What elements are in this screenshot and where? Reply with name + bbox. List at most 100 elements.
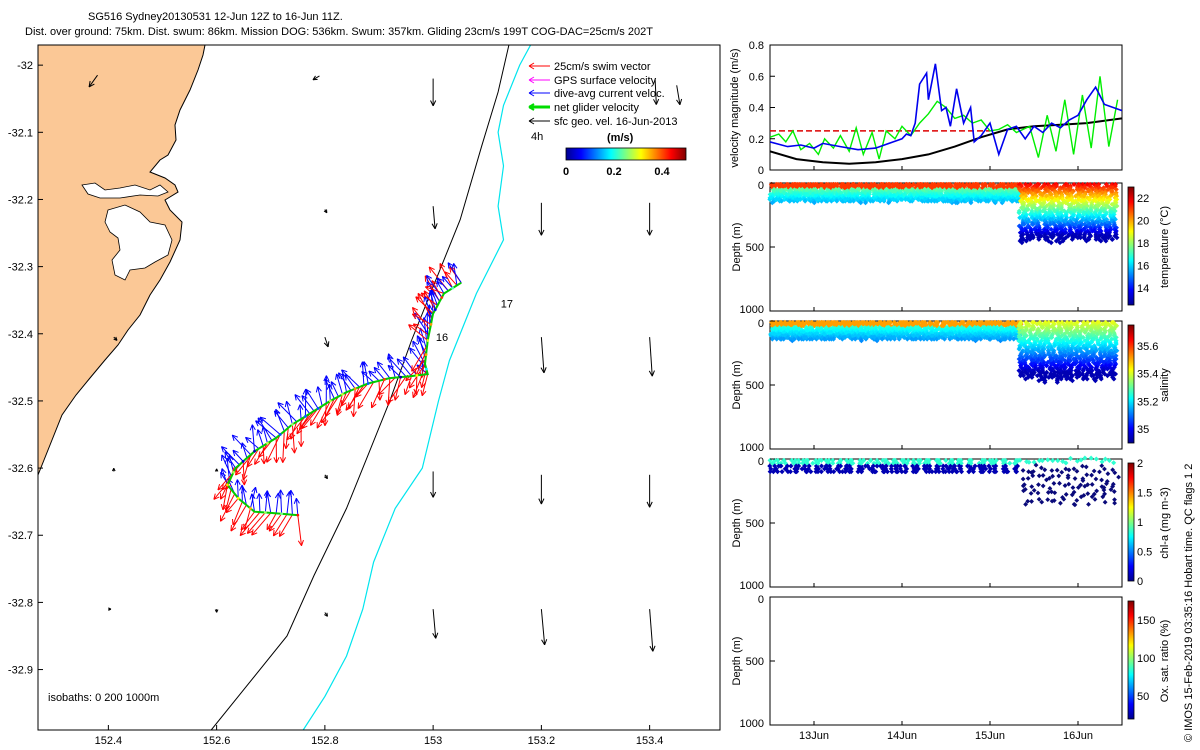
dac-vector xyxy=(295,498,299,516)
dac-vector xyxy=(221,468,228,486)
sfc-vel-arrow xyxy=(432,206,436,229)
map-ytick-label: -32.9 xyxy=(8,665,33,677)
temperature-point xyxy=(1048,226,1054,232)
dac-vector xyxy=(221,454,232,477)
chla-colorbar-tick: 1.5 xyxy=(1137,488,1152,500)
dac-vector xyxy=(242,487,247,506)
oxygen-colorbar-label: Ox. sat. ratio (%) xyxy=(1159,620,1171,703)
dac-vector xyxy=(342,373,348,393)
chla-ytick-label: 1000 xyxy=(740,580,764,592)
salinity-ytick-label: 1000 xyxy=(740,442,764,454)
day-label-16: 16 xyxy=(436,332,448,344)
sfc-vel-arrow-head xyxy=(538,229,545,236)
sfc-vel-arrow-head xyxy=(323,209,328,214)
sfc-vel-arrow-head xyxy=(430,491,437,498)
map-xtick-label: 152.4 xyxy=(95,735,123,747)
swim-vector-head xyxy=(424,285,432,292)
dac-vector xyxy=(266,491,272,514)
dac-vector-head xyxy=(341,369,348,376)
swim-vector-head xyxy=(345,404,352,411)
dac-vector xyxy=(447,262,462,284)
track-speed-dot xyxy=(353,387,357,391)
track-speed-dot xyxy=(440,296,444,299)
temperature-point xyxy=(856,186,862,192)
temperature-point xyxy=(1025,206,1031,212)
dac-vector xyxy=(412,340,426,365)
temperature-point xyxy=(1072,225,1078,231)
track-speed-dot xyxy=(429,322,433,326)
dac-vector-head xyxy=(240,442,247,449)
swim-vector-head xyxy=(417,292,424,300)
temperature-point xyxy=(1086,196,1092,202)
sfc-vel-arrow xyxy=(654,78,657,105)
dac-vector-head xyxy=(330,381,337,388)
map-xtick-label: 153.4 xyxy=(636,735,664,747)
dac-vector xyxy=(286,491,291,515)
swim-vector xyxy=(220,493,236,522)
temperature-ytick-label: 0 xyxy=(758,180,764,192)
swim-vector-head xyxy=(291,447,298,454)
swim-vector-head xyxy=(420,389,427,397)
dac-vector xyxy=(396,358,412,377)
swim-vector-head xyxy=(420,292,428,299)
dac-vector xyxy=(245,436,260,449)
temperature-point xyxy=(968,200,974,206)
dac-vector xyxy=(241,442,248,459)
swim-vector xyxy=(412,313,432,325)
temperature-point xyxy=(881,196,887,202)
dac-vector xyxy=(426,275,443,298)
swim-vector-head xyxy=(221,483,228,491)
swim-vector xyxy=(225,497,239,514)
dac-vector-head xyxy=(447,262,454,269)
swim-vector xyxy=(415,296,434,314)
oxygen-colorbar-tick: 50 xyxy=(1137,691,1149,703)
swim-vector-head xyxy=(241,479,248,486)
dac-vector-head xyxy=(274,492,281,499)
temperature-point xyxy=(1077,235,1084,241)
swim-vector-head xyxy=(387,396,394,404)
temperature-point xyxy=(1062,226,1068,232)
sfc-vel-arrow-head xyxy=(324,475,328,480)
oxygen-ytick-label: 1000 xyxy=(740,718,764,730)
chla-colorbar-label: chl-a (mg m-3) xyxy=(1159,487,1171,559)
swim-vector-head xyxy=(350,411,357,418)
dac-vector xyxy=(301,395,315,412)
swim-vector-head xyxy=(258,451,265,458)
swim-vector xyxy=(297,515,303,546)
temperature-point xyxy=(1093,236,1099,242)
legend-dac: dive-avg current veloc. xyxy=(554,88,665,100)
temperature-point xyxy=(1098,238,1104,244)
sfc-vel-arrow-head xyxy=(214,609,219,613)
temperature-point xyxy=(886,200,892,206)
swim-vector-head xyxy=(220,504,227,511)
temperature-colorbar-tick: 14 xyxy=(1137,283,1149,295)
dac-vector xyxy=(275,492,279,514)
sfc-vel-arrow-head xyxy=(323,341,330,348)
dac-vector xyxy=(341,369,360,388)
oxygen-ytick-label: 500 xyxy=(746,656,764,668)
track-speed-dot xyxy=(415,374,419,377)
chla-ytick-label: 0 xyxy=(758,456,764,468)
temperature-point xyxy=(990,190,997,196)
map-ytick-label: -32.3 xyxy=(8,262,33,274)
date-tick-label: 13Jun xyxy=(799,730,829,742)
dac-vector-head xyxy=(323,375,330,382)
track-speed-dot xyxy=(366,382,370,385)
dac-vector xyxy=(255,420,277,439)
dac-vector-head xyxy=(361,371,368,378)
swim-vector-head xyxy=(246,527,254,534)
dac-vector xyxy=(416,335,427,355)
swim-vector-head xyxy=(220,493,226,500)
temperature-point xyxy=(1095,220,1101,226)
track-speed-dot xyxy=(232,470,235,474)
temperature-point xyxy=(1069,236,1075,242)
dac-vector xyxy=(264,490,268,513)
temperature-point xyxy=(1026,218,1032,224)
sfc-vel-arrow-head xyxy=(648,370,655,377)
temperature-colorbar-tick: 18 xyxy=(1137,238,1149,250)
dac-vector xyxy=(236,479,239,499)
temperature-point xyxy=(1072,208,1078,214)
chart-subtitle: Dist. over ground: 75km. Dist. swum: 86k… xyxy=(25,26,653,38)
